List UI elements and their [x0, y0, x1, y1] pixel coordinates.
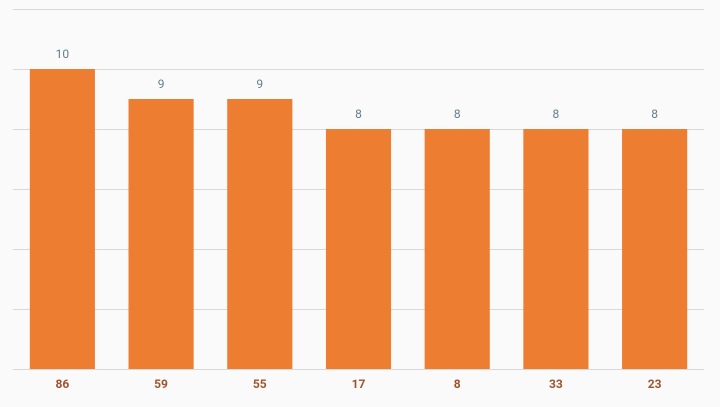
x-tick-label: 59	[154, 377, 168, 391]
bar	[128, 99, 194, 369]
bar	[227, 99, 293, 369]
value-label: 9	[158, 77, 165, 91]
bar	[523, 129, 589, 369]
bar	[29, 69, 95, 369]
x-tick-label: 8	[454, 377, 461, 391]
value-label: 8	[651, 107, 658, 121]
bar	[622, 129, 688, 369]
x-tick-label: 86	[55, 377, 69, 391]
value-label: 8	[355, 107, 362, 121]
value-label: 8	[454, 107, 461, 121]
x-tick-label: 33	[549, 377, 563, 391]
bar	[424, 129, 490, 369]
x-tick-label: 23	[648, 377, 662, 391]
x-tick-label: 17	[352, 377, 366, 391]
bar	[325, 129, 392, 369]
value-label: 9	[256, 77, 263, 91]
x-tick-label: 55	[253, 377, 267, 391]
value-label: 10	[56, 47, 70, 61]
value-label: 8	[553, 107, 560, 121]
